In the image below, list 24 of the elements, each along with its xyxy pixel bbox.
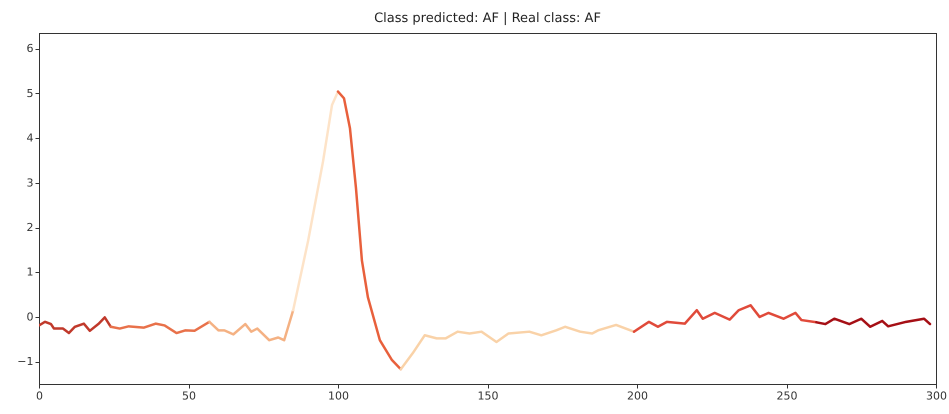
line-series [292,90,340,312]
y-tick-label: −1 [17,355,34,368]
line-series [39,316,112,334]
line-series [110,320,211,334]
line-series [815,317,932,328]
y-tick-label: 0 [26,310,34,324]
x-tick-label: 0 [36,390,43,402]
x-tick-label: 100 [328,390,349,402]
line-series [400,324,636,370]
line-series [208,308,294,342]
x-tick-label: 50 [182,390,196,402]
chart-title: Class predicted: AF | Real class: AF [374,11,601,26]
y-tick-label: 1 [26,266,34,279]
x-tick-label: 200 [627,390,648,402]
x-tick-label: 300 [926,390,947,402]
line-series [336,90,402,370]
y-tick-label: 4 [26,132,34,145]
y-tick-label: 5 [26,86,34,100]
line-series [632,304,818,333]
x-tick-label: 150 [478,390,498,402]
y-tick-label: 6 [26,42,34,56]
y-tick-label: 2 [26,221,34,234]
x-tick-label: 250 [776,390,798,402]
y-tick-label: 3 [26,176,34,190]
